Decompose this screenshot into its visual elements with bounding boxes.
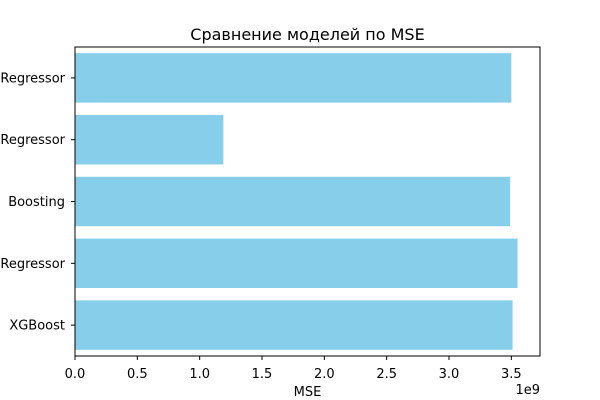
bar-4	[75, 300, 513, 350]
x-tick-label: 3.5	[501, 367, 522, 382]
y-tick-label: XGBoost	[9, 319, 65, 334]
y-tick-label: Boosting	[8, 195, 65, 210]
y-tick-label: Regressor	[0, 257, 65, 272]
y-tick-label: Regressor	[0, 71, 65, 86]
x-tick-label: 0.5	[127, 367, 148, 382]
bars-group	[75, 53, 518, 350]
bar-3	[75, 238, 518, 289]
y-tick-label: Regressor	[0, 133, 65, 148]
x-tick-label: 3.0	[439, 367, 460, 382]
x-tick-label: 2.5	[376, 367, 397, 382]
y-axis-ticks: Regressor Regressor Boosting Regressor XGBoo…	[0, 71, 75, 334]
bar-2	[75, 176, 511, 227]
chart-title: Сравнение моделей по MSE	[190, 25, 424, 44]
bar-1	[75, 114, 224, 165]
x-tick-label: 1.0	[189, 367, 210, 382]
x-tick-label: 1.5	[252, 367, 273, 382]
x-axis-label: MSE	[294, 385, 322, 400]
plot-frame	[74, 46, 541, 357]
x-axis-offset-text: 1e9	[515, 383, 540, 398]
x-axis-ticks: 0.0 0.5 1.0 1.5 2.0 2.5 3.0 3.5	[65, 356, 522, 382]
x-tick-label: 2.0	[314, 367, 335, 382]
bar-0	[75, 53, 512, 103]
x-tick-label: 0.0	[65, 367, 86, 382]
